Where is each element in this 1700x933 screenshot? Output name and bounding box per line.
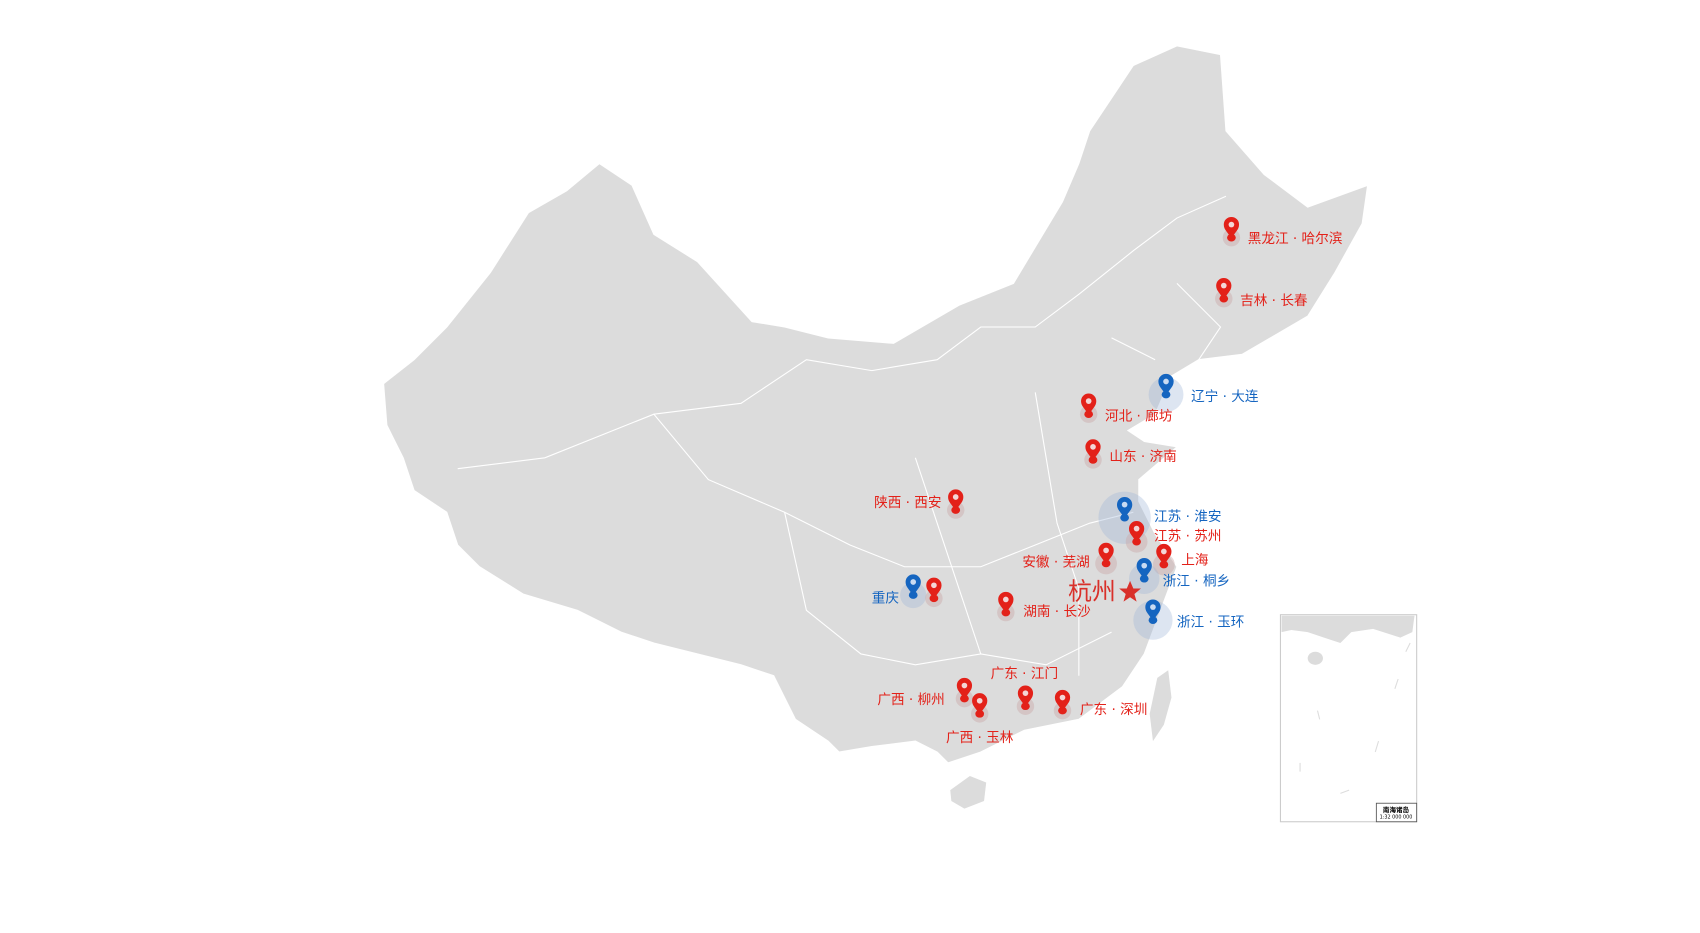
map-marker[interactable]: 广西 · 柳州 xyxy=(877,677,974,708)
pin-dot xyxy=(1103,547,1109,554)
hangzhou-label: 杭州 xyxy=(1068,577,1116,605)
marker-label: 河北 · 廊坊 xyxy=(1105,408,1173,425)
map-pin-icon xyxy=(1216,277,1232,300)
map-marker[interactable] xyxy=(925,577,943,608)
map-marker[interactable]: 广西 · 玉林 xyxy=(946,693,1014,746)
marker-label: 江苏 · 苏州 xyxy=(1154,529,1221,545)
pin-dot xyxy=(1121,501,1128,508)
pin-dot xyxy=(910,579,917,585)
map-pin-icon xyxy=(905,574,921,597)
marker-label: 吉林 · 长春 xyxy=(1240,293,1308,309)
inset-scale: 1:32 000 000 xyxy=(1380,814,1413,820)
province-borders xyxy=(457,195,1227,676)
map-pin-icon xyxy=(956,677,973,700)
marker-label: 上海 xyxy=(1181,553,1209,569)
map-pin-icon xyxy=(972,693,988,715)
pin-dot xyxy=(1161,548,1167,555)
marker-label: 安徽 · 芜湖 xyxy=(1022,555,1089,571)
pin-dot xyxy=(961,682,968,689)
map-pin-icon xyxy=(1085,439,1101,462)
map-marker[interactable]: 湖南 · 长沙 xyxy=(997,591,1091,622)
pin-dot xyxy=(1228,221,1235,228)
marker-label: 浙江 · 桐乡 xyxy=(1163,573,1230,589)
marker-label: 湖南 · 长沙 xyxy=(1023,604,1091,620)
map-marker[interactable]: 浙江 · 玉环 xyxy=(1133,599,1244,640)
pin-dot xyxy=(1150,604,1156,610)
map-marker[interactable]: 浙江 · 桐乡 xyxy=(1128,558,1230,594)
marker-label: 山东 · 济南 xyxy=(1109,449,1176,465)
marker-label: 广东 · 深圳 xyxy=(1080,702,1147,718)
star-icon xyxy=(1119,580,1141,602)
hainan-island xyxy=(950,775,987,809)
pin-dot xyxy=(1085,398,1092,404)
marker-label: 广西 · 柳州 xyxy=(877,692,944,708)
pin-dot xyxy=(931,582,937,589)
map-marker[interactable]: 广东 · 江门 xyxy=(991,666,1058,715)
map-marker[interactable]: 上海 xyxy=(1152,543,1209,576)
map-pin-icon xyxy=(1223,216,1240,239)
hangzhou-highlight[interactable]: 杭州 xyxy=(1068,577,1141,605)
pin-dot xyxy=(976,697,983,704)
marker-label: 重庆 xyxy=(872,591,900,607)
marker-label: 黑龙江 · 哈尔滨 xyxy=(1248,231,1343,247)
pin-dot xyxy=(1022,690,1029,697)
map-marker[interactable]: 安徽 · 芜湖 xyxy=(1022,542,1117,575)
china-landmass xyxy=(383,45,1369,809)
marker-label: 江苏 · 淮安 xyxy=(1154,509,1221,525)
marker-label: 广东 · 江门 xyxy=(991,666,1058,682)
pin-dot xyxy=(1090,444,1096,450)
map-marker[interactable]: 广东 · 深圳 xyxy=(1053,689,1148,720)
map-marker[interactable]: 重庆 xyxy=(872,574,927,609)
marker-label: 广西 · 玉林 xyxy=(946,730,1014,746)
map-pin-icon xyxy=(948,489,964,512)
map-pin-icon xyxy=(998,591,1014,614)
map-marker[interactable]: 吉林 · 长春 xyxy=(1215,277,1308,309)
map-pin-icon xyxy=(1156,543,1172,566)
map-pin-icon xyxy=(1054,689,1071,712)
map-pin-icon xyxy=(1098,542,1114,565)
pin-dot xyxy=(1220,282,1227,289)
map-pin-icon xyxy=(926,577,942,600)
map-pin-icon xyxy=(1128,520,1145,543)
map-pin-icon xyxy=(1116,497,1133,519)
map-pin-icon xyxy=(1145,599,1161,622)
map-marker[interactable]: 陕西 · 西安 xyxy=(874,489,965,519)
map-pin-icon xyxy=(1158,373,1174,396)
map-marker[interactable]: 黑龙江 · 哈尔滨 xyxy=(1222,216,1343,247)
taiwan-island xyxy=(1149,670,1172,742)
map-marker[interactable]: 河北 · 廊坊 xyxy=(1079,393,1173,425)
marker-label: 陕西 · 西安 xyxy=(874,495,941,511)
pin-dot xyxy=(952,494,959,500)
pin-dot xyxy=(1059,694,1066,701)
pin-dot xyxy=(1003,596,1009,603)
map-pin-icon xyxy=(1081,393,1097,416)
pin-dot xyxy=(1133,525,1140,532)
marker-label: 辽宁 · 大连 xyxy=(1191,388,1259,405)
map-pin-icon xyxy=(1136,558,1152,580)
map-marker[interactable]: 辽宁 · 大连 xyxy=(1148,373,1259,413)
pin-dot xyxy=(1163,378,1169,385)
mainland-china xyxy=(383,45,1369,764)
inset-title: 南海诸岛 xyxy=(1383,805,1410,814)
map-marker[interactable]: 江苏 · 苏州 xyxy=(1125,520,1222,553)
south-china-sea-inset: 南海诸岛 1:32 000 000 xyxy=(1279,614,1418,823)
pin-dot xyxy=(1141,562,1148,569)
map-marker[interactable]: 山东 · 济南 xyxy=(1084,439,1177,469)
marker-label: 浙江 · 玉环 xyxy=(1177,615,1244,631)
map-pin-icon xyxy=(1017,685,1034,708)
